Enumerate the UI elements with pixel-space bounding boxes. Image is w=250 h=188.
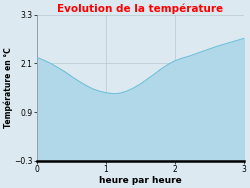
X-axis label: heure par heure: heure par heure — [99, 176, 182, 185]
Y-axis label: Température en °C: Température en °C — [4, 48, 13, 128]
Title: Evolution de la température: Evolution de la température — [58, 3, 224, 14]
